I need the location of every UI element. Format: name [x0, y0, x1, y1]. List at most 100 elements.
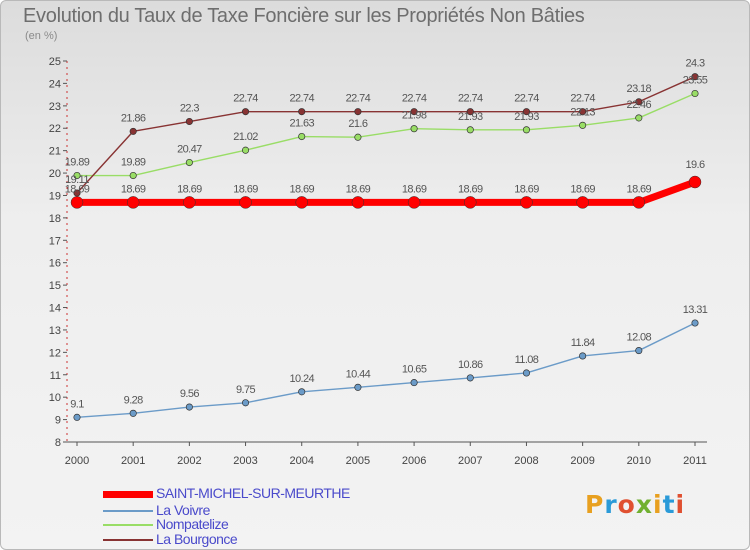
- point-2008: [522, 369, 531, 377]
- point-2006: [410, 108, 418, 116]
- point-2001: [129, 409, 137, 417]
- legend-swatch: [103, 510, 153, 512]
- data-label-2002: 22.3: [180, 103, 199, 115]
- data-label-2010: 23.18: [627, 83, 652, 95]
- logo-letter: t: [662, 490, 676, 519]
- data-label-2002: 9.56: [180, 388, 199, 400]
- y-tick-label-17: 17: [49, 235, 61, 247]
- data-label-2006: 21.98: [402, 110, 427, 122]
- series-la-voivre: [73, 319, 699, 421]
- logo-letter: o: [617, 490, 636, 519]
- data-label-2000: 19.11: [65, 174, 89, 186]
- axes: 8 9 10 11 12 13 14 15 16 17 18 19 20 21 22 23 24 25 2000 20…: [49, 56, 707, 467]
- data-label-2002: 18.69: [177, 183, 202, 195]
- y-tick-label-16: 16: [49, 258, 61, 270]
- legend-item: La Voivre: [156, 502, 210, 518]
- y-tick-label-9: 9: [55, 415, 61, 427]
- data-label-2005: 22.74: [346, 93, 371, 105]
- x-tick-label-2010: 2010: [627, 455, 651, 467]
- data-label-2008: 22.74: [514, 93, 539, 105]
- series-line: [76, 76, 696, 194]
- point-2007: [466, 126, 474, 134]
- y-tick-label-15: 15: [49, 280, 61, 292]
- point-2000: [73, 413, 81, 421]
- x-tick-label-2002: 2002: [177, 455, 201, 467]
- y-tick-label-23: 23: [49, 101, 61, 113]
- chart-title: Evolution du Taux de Taxe Foncière sur l…: [23, 5, 585, 27]
- series-layer: [70, 73, 702, 421]
- data-label-2009: 22.74: [570, 93, 595, 105]
- logo-letter: i: [675, 490, 686, 519]
- point-2003: [241, 108, 250, 116]
- data-label-2003: 18.69: [233, 183, 258, 195]
- data-label-2001: 18.69: [121, 183, 146, 195]
- point-2010: [635, 347, 643, 355]
- x-tick-label-2011: 2011: [683, 455, 707, 467]
- series-la-bourgonce: [73, 73, 699, 197]
- x-tick-label-2006: 2006: [402, 455, 426, 467]
- series-line: [77, 92, 696, 177]
- data-label-2004: 22.74: [289, 93, 314, 105]
- data-label-2007: 21.93: [458, 111, 483, 123]
- point-2010: [635, 114, 643, 122]
- y-tick-label-10: 10: [49, 392, 61, 404]
- data-label-2011: 13.31: [683, 304, 708, 316]
- point-2005: [351, 196, 365, 209]
- y-tick-label-8: 8: [55, 437, 61, 449]
- x-tick-label-2005: 2005: [346, 455, 370, 467]
- logo-letter: i: [653, 490, 663, 519]
- point-2001: [126, 196, 140, 209]
- point-2003: [239, 196, 252, 209]
- point-2005: [354, 108, 362, 116]
- logo-letter: r: [604, 490, 618, 519]
- series-saint-michel-sur-meurthe: [70, 175, 702, 209]
- data-label-2010: 12.08: [627, 332, 652, 344]
- data-label-2009: 18.69: [570, 183, 595, 195]
- point-2006: [410, 125, 418, 133]
- x-tick-label-2000: 2000: [65, 455, 89, 467]
- data-label-2008: 18.69: [514, 183, 539, 195]
- point-2005: [354, 133, 362, 141]
- data-label-2006: 22.74: [402, 93, 427, 105]
- point-2003: [241, 146, 250, 154]
- data-label-2007: 22.74: [458, 93, 483, 105]
- point-2004: [298, 388, 306, 396]
- point-2011: [691, 89, 699, 98]
- y-tick-label-14: 14: [49, 303, 61, 315]
- series-line: [76, 322, 696, 419]
- point-2011: [688, 175, 702, 189]
- series-line: [77, 178, 697, 206]
- data-label-2009: 11.84: [571, 337, 595, 349]
- x-tick-label-2007: 2007: [458, 455, 482, 467]
- data-label-2001: 19.89: [121, 157, 146, 169]
- y-tick-label-19: 19: [49, 190, 61, 202]
- data-label-2010: 18.69: [627, 183, 652, 195]
- y-tick-label-18: 18: [49, 213, 61, 225]
- point-2002: [185, 117, 193, 126]
- data-label-2004: 21.63: [289, 118, 314, 130]
- legend-item: Nompatelize: [156, 516, 229, 532]
- data-label-2001: 9.28: [124, 394, 143, 406]
- data-label-2009: 22.13: [570, 106, 595, 118]
- data-label-2004: 18.69: [289, 183, 314, 195]
- point-2010: [635, 98, 643, 106]
- point-2002: [183, 196, 196, 209]
- point-2006: [407, 196, 421, 209]
- data-label-2006: 18.69: [402, 183, 427, 195]
- data-label-2011: 23.55: [683, 74, 708, 86]
- y-tick-label-25: 25: [49, 56, 61, 68]
- point-2002: [185, 403, 193, 411]
- point-2000: [73, 171, 81, 180]
- x-tick-label-2008: 2008: [514, 455, 538, 467]
- data-label-2008: 11.08: [515, 354, 539, 366]
- point-2004: [298, 132, 306, 141]
- point-2000: [70, 196, 84, 209]
- data-label-2008: 21.93: [514, 111, 539, 123]
- point-2004: [298, 108, 306, 116]
- y-tick-label-21: 21: [49, 146, 61, 158]
- logo-letter: x: [635, 490, 653, 519]
- data-label-2000: 18.69: [65, 183, 90, 195]
- point-2007: [466, 374, 474, 382]
- point-2011: [691, 73, 699, 81]
